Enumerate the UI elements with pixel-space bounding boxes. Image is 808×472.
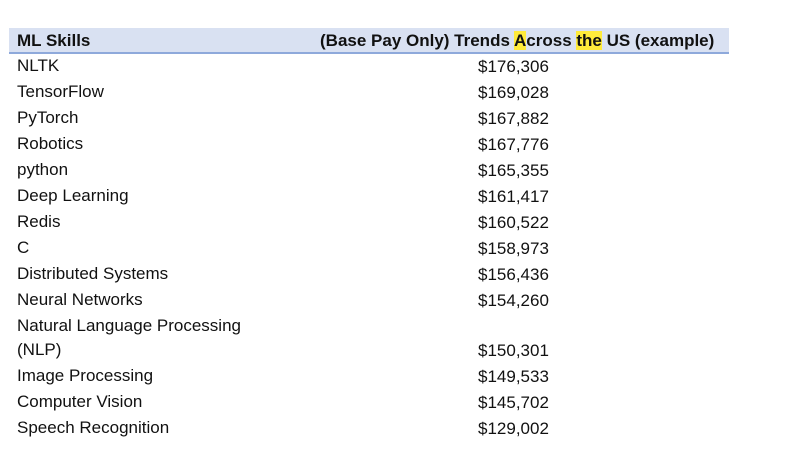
- pay-cell[interactable]: $167,776: [478, 135, 549, 154]
- skill-cell[interactable]: Redis: [17, 212, 61, 231]
- skill-cell[interactable]: Image Processing: [17, 366, 154, 385]
- table-row: TensorFlow $169,028: [9, 80, 729, 106]
- skill-cell[interactable]: Speech Recognition: [17, 418, 170, 437]
- skill-cell[interactable]: Neural Networks: [17, 290, 143, 309]
- table-row: Speech Recognition $129,002: [9, 416, 729, 442]
- pay-cell[interactable]: $129,002: [478, 419, 549, 438]
- table-row: PyTorch $167,882: [9, 106, 729, 132]
- header-ml-skills[interactable]: ML Skills: [17, 31, 91, 50]
- header-text-part: US (example): [601, 31, 715, 50]
- pay-cell[interactable]: $145,702: [478, 393, 549, 412]
- table-row: Redis $160,522: [9, 210, 729, 236]
- table-row: Computer Vision $145,702: [9, 390, 729, 416]
- skill-cell[interactable]: python: [17, 160, 69, 179]
- highlighted-text: the: [576, 31, 602, 50]
- pay-cell[interactable]: $160,522: [478, 213, 549, 232]
- skill-cell[interactable]: C: [17, 238, 30, 257]
- table-body: NLTK $176,306 TensorFlow $169,028 PyTorc…: [9, 54, 729, 442]
- table-row: NLTK $176,306: [9, 54, 729, 80]
- pay-cell[interactable]: $169,028: [478, 83, 549, 102]
- pay-cell[interactable]: $161,417: [478, 187, 549, 206]
- table-row: python $165,355: [9, 158, 729, 184]
- skill-cell[interactable]: TensorFlow: [17, 82, 104, 101]
- pay-cell[interactable]: $167,882: [478, 109, 549, 128]
- table-row: Robotics $167,776: [9, 132, 729, 158]
- pay-cell[interactable]: $176,306: [478, 57, 549, 76]
- table-header-row: ML Skills (Base Pay Only) Trends Across …: [9, 28, 729, 54]
- header-text-part: (Base Pay Only) Trends: [320, 31, 514, 50]
- table-row: Neural Networks $154,260: [9, 288, 729, 314]
- table-row: C $158,973: [9, 236, 729, 262]
- pay-cell[interactable]: $156,436: [478, 265, 549, 284]
- skill-cell[interactable]: Deep Learning: [17, 186, 129, 205]
- pay-cell[interactable]: $149,533: [478, 367, 549, 386]
- header-text-part: cross: [526, 31, 577, 50]
- highlighted-text: A: [514, 31, 527, 50]
- pay-cell[interactable]: $150,301: [478, 341, 549, 360]
- skill-cell[interactable]: Natural Language Processing (NLP): [17, 316, 241, 359]
- pay-cell[interactable]: $165,355: [478, 161, 549, 180]
- skill-cell[interactable]: Computer Vision: [17, 392, 143, 411]
- table-row: Image Processing $149,533: [9, 364, 729, 390]
- table-row: Distributed Systems $156,436: [9, 262, 729, 288]
- salary-table: ML Skills (Base Pay Only) Trends Across …: [9, 28, 729, 442]
- pay-cell[interactable]: $158,973: [478, 239, 549, 258]
- table-row: Natural Language Processing (NLP) $150,3…: [9, 314, 729, 364]
- skill-cell[interactable]: Distributed Systems: [17, 264, 169, 283]
- table-row: Deep Learning $161,417: [9, 184, 729, 210]
- pay-cell[interactable]: $154,260: [478, 291, 549, 310]
- skill-cell[interactable]: NLTK: [17, 56, 60, 75]
- skill-cell[interactable]: PyTorch: [17, 108, 79, 127]
- header-base-pay-trends[interactable]: (Base Pay Only) Trends Across the US (ex…: [320, 28, 714, 54]
- skill-cell[interactable]: Robotics: [17, 134, 84, 153]
